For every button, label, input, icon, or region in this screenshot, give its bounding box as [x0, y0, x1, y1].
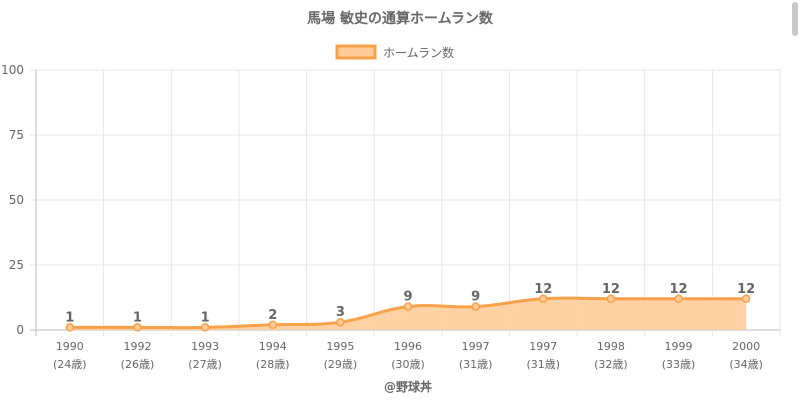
data-label: 1 — [133, 310, 142, 325]
x-tick-age-label: (32歳) — [594, 358, 628, 371]
data-point — [268, 320, 277, 330]
credit-text: @野球丼 — [384, 379, 432, 394]
data-label: 3 — [336, 305, 345, 320]
data-point — [741, 294, 751, 304]
data-label: 1 — [65, 310, 74, 325]
data-label: 12 — [534, 282, 552, 297]
x-tick-label: 1993 — [191, 340, 219, 353]
data-point — [674, 294, 683, 304]
x-tick-label: 1998 — [597, 340, 625, 353]
data-point — [65, 323, 75, 332]
data-labels: 1 1 1 2 39 912 12 12 12 — [65, 282, 755, 332]
y-tick-label: 25 — [9, 258, 24, 272]
x-tick-label: 1996 — [394, 340, 422, 353]
scrollbar[interactable] — [792, 2, 798, 36]
data-label: 1 — [201, 310, 210, 325]
data-label: 9 — [471, 290, 480, 305]
data-point — [471, 302, 480, 311]
data-label: 12 — [602, 282, 620, 297]
data-point — [539, 294, 548, 304]
legend-swatch — [335, 44, 377, 60]
legend[interactable]: ホームラン数 — [335, 44, 454, 60]
data-point — [336, 317, 345, 327]
axes: 02550751001990(24歳)1992(26歳)1993(27歳)199… — [1, 63, 763, 371]
y-tick-label: 50 — [9, 193, 24, 207]
data-point — [133, 323, 142, 332]
x-tick-label: 1997 — [462, 340, 490, 353]
x-tick-age-label: (31歳) — [526, 358, 560, 371]
data-point — [606, 294, 616, 304]
x-tick-age-label: (34歳) — [729, 358, 763, 371]
data-label: 9 — [403, 290, 412, 305]
x-tick-label: 1994 — [259, 340, 287, 353]
data-label: 2 — [268, 308, 277, 323]
data-label: 12 — [669, 282, 687, 297]
x-tick-label: 1997 — [529, 340, 557, 353]
x-tick-age-label: (26歳) — [121, 358, 155, 371]
x-tick-age-label: (31歳) — [459, 358, 493, 371]
x-tick-label: 1990 — [56, 340, 84, 353]
x-tick-age-label: (30歳) — [391, 358, 425, 371]
x-tick-label: 1992 — [123, 340, 151, 353]
y-tick-label: 75 — [9, 128, 24, 142]
y-tick-label: 100 — [1, 63, 24, 77]
data-point — [200, 323, 210, 332]
y-tick-label: 0 — [16, 323, 24, 337]
x-tick-label: 2000 — [732, 340, 760, 353]
x-tick-age-label: (28歳) — [256, 358, 290, 371]
chart-title: 馬場 敏史の通算ホームラン数 — [307, 10, 494, 27]
x-tick-age-label: (24歳) — [53, 358, 87, 371]
x-tick-label: 1995 — [326, 340, 354, 353]
x-tick-label: 1999 — [665, 340, 693, 353]
data-point — [403, 302, 413, 311]
area-fill — [69, 298, 747, 330]
grid — [30, 69, 781, 336]
data-label: 12 — [737, 282, 755, 297]
x-tick-age-label: (29歳) — [324, 358, 358, 371]
x-tick-age-label: (33歳) — [662, 358, 696, 371]
legend-label: ホームラン数 — [383, 45, 454, 60]
x-tick-age-label: (27歳) — [188, 358, 222, 371]
